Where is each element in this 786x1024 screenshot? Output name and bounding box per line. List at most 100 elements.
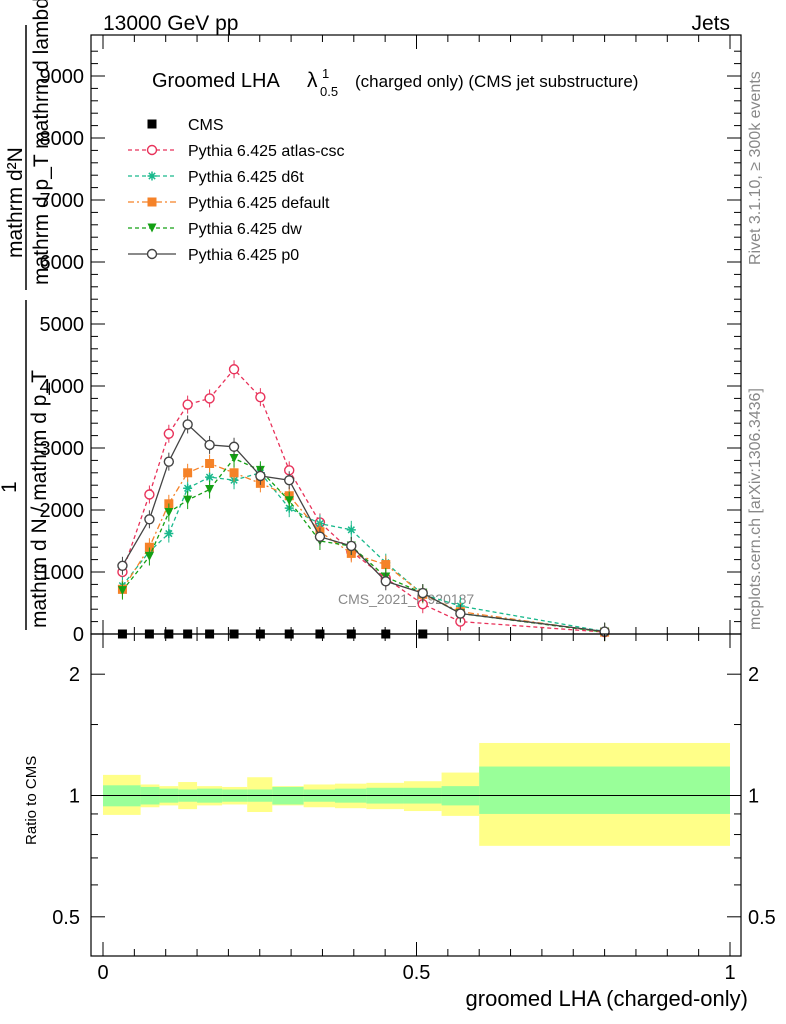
header-right: Jets: [691, 12, 730, 35]
data-point: [164, 529, 174, 539]
data-point: [228, 364, 240, 375]
data-point: [255, 470, 266, 482]
data-point: [183, 468, 193, 478]
legend-marker: [147, 223, 157, 233]
data-point: [380, 576, 391, 587]
data-point: [117, 560, 128, 571]
legend-label: CMS: [188, 117, 224, 134]
series-5: [117, 415, 610, 641]
data-point: [163, 456, 175, 467]
stat-band-bin: [479, 766, 730, 814]
data-point: [346, 540, 357, 552]
y-tick-label: 5000: [40, 314, 85, 336]
ylabel-denominator: mathrm d p_T mathrm d lambda: [30, 0, 53, 285]
data-point: [381, 560, 391, 570]
title-symbol: λ: [307, 69, 318, 92]
main-panel: 0 1000 2000 3000 4000 5000 6000 7000 8000 9000 CM…: [0, 0, 742, 646]
y-tick-label: 6000: [40, 252, 85, 274]
data-point: [163, 428, 175, 439]
data-point: [183, 495, 193, 505]
series-line: [121, 368, 605, 633]
mcplots-label: mcplots.cern.ch [arXiv:1306.3436]: [747, 388, 764, 630]
title-rest: (charged only) (CMS jet substructure): [355, 72, 638, 91]
plot-title: Groomed LHA λ 1 0.5 (charged only) (CMS …: [152, 66, 638, 99]
series-line: [121, 423, 605, 633]
data-point: [164, 507, 174, 517]
ratio-y-tick-label: 1: [69, 786, 80, 808]
series-line: [121, 457, 605, 633]
data-point: [182, 399, 193, 410]
data-point: [182, 419, 193, 430]
rivet-label: Rivet 3.1.10, ≥ 300k events: [747, 71, 764, 265]
legend-label: Pythia 6.425 atlas-csc: [188, 143, 345, 160]
data-point: [144, 552, 154, 561]
series-3: [117, 454, 610, 642]
legend-label: Pythia 6.425 p0: [188, 247, 299, 264]
ratio-y-tick-label: 0.5: [52, 907, 80, 929]
y-tick-label: 0: [73, 624, 84, 646]
title-main: Groomed LHA: [152, 70, 280, 92]
y-tick-label: 8000: [40, 128, 85, 150]
title-sup: 1: [322, 66, 329, 81]
data-point: [284, 475, 295, 486]
data-point: [314, 531, 326, 542]
legend-marker: [146, 144, 158, 156]
series-line: [121, 462, 605, 633]
data-point: [205, 472, 215, 482]
ratio-x-tick-label: 0.5: [403, 962, 431, 984]
data-point: [229, 468, 239, 478]
data-point: [229, 454, 239, 464]
data-point: [284, 496, 294, 506]
legend-label: Pythia 6.425 dw: [188, 221, 302, 238]
data-point: [205, 459, 215, 468]
data-point: [205, 485, 215, 495]
data-point: [417, 587, 428, 599]
ratio-y-tick-label-right: 2: [748, 664, 759, 686]
series-line: [121, 472, 605, 633]
header-left: 13000 GeV pp: [103, 12, 238, 35]
y-axis-label: mathrm d²N mathrm d p_T mathrm d lambda …: [0, 0, 53, 630]
y-tick-label: 9000: [40, 66, 85, 88]
data-point: [204, 439, 215, 451]
legend: CMS Pythia 6.425 atlas-csc Pythia 6.425 d6…: [128, 117, 345, 264]
data-point: [346, 525, 356, 535]
legend-marker: [147, 171, 157, 181]
ratio-x-tick-label: 0: [97, 962, 108, 984]
ratio-axis-ticks: 0.5 0.5 1 1 2 2 0 0.5 1: [52, 634, 776, 984]
legend-marker: [147, 119, 157, 129]
series-2: [117, 463, 610, 641]
ratio-y-tick-label: 2: [69, 664, 80, 686]
ratio-ylabel: Ratio to CMS: [23, 756, 40, 845]
data-point: [255, 391, 266, 403]
legend-label: Pythia 6.425 default: [188, 195, 330, 212]
y-tick-label: 4000: [40, 376, 85, 398]
legend-marker: [147, 197, 157, 207]
data-point: [144, 542, 154, 552]
data-point: [117, 586, 127, 596]
data-point: [144, 514, 155, 525]
y-tick-label: 1000: [40, 562, 85, 584]
data-point: [455, 608, 466, 619]
ratio-y-tick-label-right: 1: [748, 786, 759, 808]
data-point: [228, 441, 240, 452]
legend-label: Pythia 6.425 d6t: [188, 169, 304, 186]
series-4: [117, 449, 610, 642]
y-tick-label: 2000: [40, 500, 85, 522]
ratio-bands: [91, 742, 741, 846]
title-sub: 0.5: [320, 84, 338, 99]
main-axis-ticks: 0 1000 2000 3000 4000 5000 6000 7000 8000 9000: [40, 35, 741, 646]
data-point: [183, 483, 193, 493]
x-axis-label: groomed LHA (charged-only): [466, 986, 748, 1011]
y-tick-label: 7000: [40, 190, 85, 212]
ratio-x-tick-label: 1: [724, 962, 735, 984]
main-series: [117, 360, 610, 642]
y-tick-label: 3000: [40, 438, 85, 460]
legend-marker: [146, 248, 158, 260]
ylabel-numerator: mathrm d²N: [4, 147, 27, 258]
data-point: [204, 393, 215, 404]
ylabel-norm: mathrm d N / mathrm d p_T: [28, 370, 51, 628]
data-point: [144, 489, 155, 500]
ratio-y-tick-label-right: 0.5: [748, 907, 776, 929]
ratio-panel: 0.5 0.5 1 1 2 2 0 0.5 1 Ratio to CMS groomed LHA…: [23, 633, 776, 1011]
